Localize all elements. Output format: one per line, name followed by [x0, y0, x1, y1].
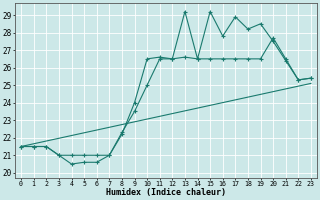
X-axis label: Humidex (Indice chaleur): Humidex (Indice chaleur) — [106, 188, 226, 197]
